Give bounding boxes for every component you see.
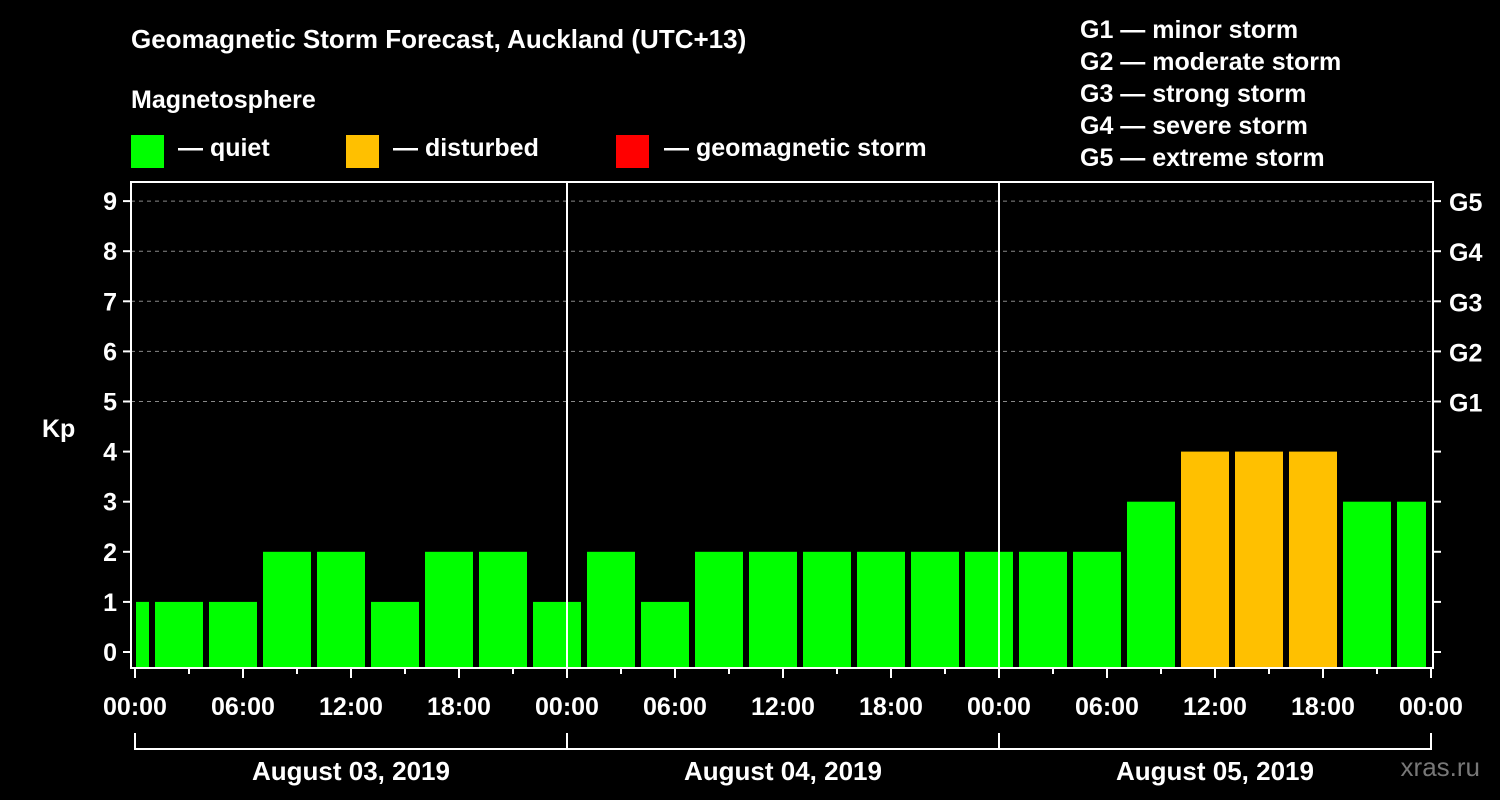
y-tick-label: 8 — [103, 238, 117, 266]
x-tick-label: 00:00 — [1399, 693, 1463, 721]
y-tick-label: 1 — [103, 589, 117, 617]
y-tick-label: 2 — [103, 539, 117, 567]
y-tick-label: 3 — [103, 489, 117, 517]
kp-bar — [911, 551, 959, 667]
kp-bar — [695, 551, 743, 667]
kp-bar — [965, 551, 1013, 667]
kp-bar — [1397, 501, 1426, 667]
x-tick-label: 00:00 — [535, 693, 599, 721]
x-tick-label: 00:00 — [967, 693, 1031, 721]
day-bracket — [134, 733, 568, 750]
kp-bar — [136, 601, 149, 667]
day-label: August 03, 2019 — [252, 756, 450, 786]
y-tick-label: 9 — [103, 188, 117, 216]
kp-bar — [263, 551, 311, 667]
kp-bar — [317, 551, 365, 667]
legend-swatch-storm — [616, 135, 649, 168]
kp-bar — [425, 551, 473, 667]
kp-bar — [155, 601, 203, 667]
kp-bar — [371, 601, 419, 667]
day-label: August 04, 2019 — [684, 756, 882, 786]
g-scale-item: G3 — strong storm — [1080, 80, 1307, 108]
x-tick-label: 18:00 — [427, 693, 491, 721]
y-tick-label: 0 — [103, 639, 117, 667]
g-scale-item: G1 — minor storm — [1080, 16, 1299, 44]
day-label: August 05, 2019 — [1116, 756, 1314, 786]
legend-label-disturbed: — disturbed — [393, 134, 539, 162]
x-tick-label: 18:00 — [859, 693, 923, 721]
x-tick-label: 06:00 — [1075, 693, 1139, 721]
legend-swatch-disturbed — [346, 135, 379, 168]
y-tick-label: 4 — [103, 439, 117, 467]
day-bracket — [998, 733, 1432, 750]
kp-bar — [533, 601, 581, 667]
y-tick-label: 5 — [103, 389, 117, 417]
x-tick-label: 18:00 — [1291, 693, 1355, 721]
kp-bar — [209, 601, 257, 667]
kp-bar — [803, 551, 851, 667]
g-level-label: G2 — [1449, 339, 1482, 367]
watermark: xras.ru — [1400, 752, 1480, 782]
day-bracket — [566, 733, 1000, 750]
x-tick-label: 12:00 — [751, 693, 815, 721]
g-scale-item: G5 — extreme storm — [1080, 144, 1325, 172]
legend-label-storm: — geomagnetic storm — [664, 134, 927, 162]
kp-bar — [1343, 501, 1391, 667]
kp-bar — [1019, 551, 1067, 667]
kp-bar — [1127, 501, 1175, 667]
kp-bar — [1289, 451, 1337, 667]
kp-bar — [1073, 551, 1121, 667]
chart-title: Geomagnetic Storm Forecast, Auckland (UT… — [131, 24, 747, 54]
legend-swatch-quiet — [131, 135, 164, 168]
x-tick-label: 06:00 — [211, 693, 275, 721]
g-level-label: G3 — [1449, 289, 1482, 317]
kp-bar — [479, 551, 527, 667]
y-tick-label: 6 — [103, 338, 117, 366]
y-axis-label: Kp — [42, 415, 75, 443]
kp-bar — [641, 601, 689, 667]
legend-label-quiet: — quiet — [178, 134, 270, 162]
x-tick-label: 12:00 — [1183, 693, 1247, 721]
x-tick-label: 06:00 — [643, 693, 707, 721]
g-level-label: G4 — [1449, 239, 1482, 267]
g-scale-item: G2 — moderate storm — [1080, 48, 1342, 76]
g-scale-legend: G1 — minor storm G2 — moderate storm G3 … — [1080, 14, 1341, 174]
x-tick-label: 12:00 — [319, 693, 383, 721]
g-scale-item: G4 — severe storm — [1080, 112, 1308, 140]
kp-bar — [587, 551, 635, 667]
g-level-label: G5 — [1449, 189, 1482, 217]
legend-heading: Magnetosphere — [131, 86, 316, 114]
y-tick-label: 7 — [103, 288, 117, 316]
g-level-label: G1 — [1449, 390, 1482, 418]
kp-bar — [749, 551, 797, 667]
x-tick-label: 00:00 — [103, 693, 167, 721]
kp-bar — [1235, 451, 1283, 667]
kp-bar — [1181, 451, 1229, 667]
kp-bar — [857, 551, 905, 667]
